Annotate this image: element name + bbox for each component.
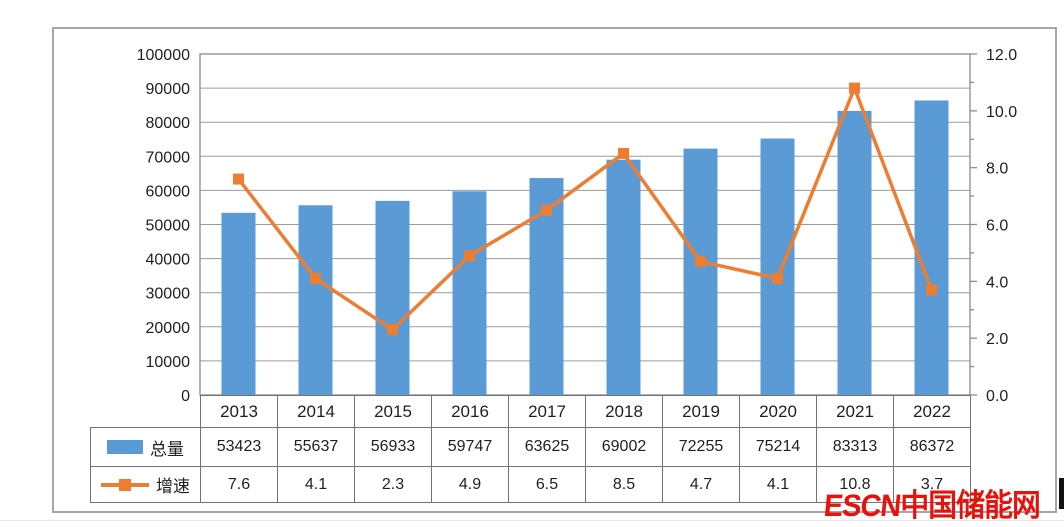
bar-2019 — [683, 148, 718, 395]
value-cell-growth-2016: 4.9 — [431, 466, 509, 503]
left-axis-tick-label: 0 — [181, 388, 190, 405]
value-cell-total-2013: 53423 — [200, 427, 278, 467]
line-marker-2015 — [387, 324, 398, 336]
legend-label: 增速 — [156, 477, 190, 496]
year-cell-2015: 2015 — [354, 395, 432, 428]
value-cell-total-2019: 72255 — [662, 427, 740, 467]
legend-cell-growth: 增速 — [90, 466, 201, 503]
line-marker-2016 — [464, 250, 475, 262]
bar-2022 — [914, 100, 949, 395]
left-axis-tick-label: 60000 — [146, 183, 191, 200]
bar-legend-icon — [107, 440, 143, 454]
value-cell-growth-2018: 8.5 — [585, 466, 663, 503]
right-axis-tick-label: 12.0 — [986, 47, 1017, 64]
value-cell-growth-2019: 4.7 — [662, 466, 740, 503]
value-cell-total-2016: 59747 — [431, 427, 509, 467]
watermark: ESCN中国储能网 — [822, 480, 1040, 525]
left-axis-tick-label: 30000 — [146, 286, 191, 303]
left-axis-tick-label: 40000 — [146, 252, 191, 269]
value-cell-growth-2014: 4.1 — [277, 466, 355, 503]
bar-2013 — [221, 212, 256, 395]
year-cell-2022: 2022 — [893, 395, 971, 428]
year-cell-2019: 2019 — [662, 395, 740, 428]
right-axis-tick-label: 10.0 — [986, 104, 1017, 121]
left-axis-tick-label: 80000 — [146, 115, 191, 132]
value-cell-growth-2020: 4.1 — [739, 466, 817, 503]
bar-2016 — [452, 191, 487, 395]
bar-2020 — [760, 138, 795, 395]
year-cell-2016: 2016 — [431, 395, 509, 428]
growth-line — [237, 86, 934, 332]
value-cell-total-2017: 63625 — [508, 427, 586, 467]
line-marker-2013 — [233, 173, 244, 185]
bar-2014 — [298, 205, 333, 395]
value-cell-total-2021: 83313 — [816, 427, 894, 467]
bar-2018 — [606, 159, 641, 395]
right-axis-tick-label: 4.0 — [986, 274, 1008, 291]
line-marker-2021 — [849, 82, 860, 94]
cursor-bar — [1059, 478, 1064, 509]
line-marker-2017 — [541, 204, 552, 216]
value-cell-growth-2017: 6.5 — [508, 466, 586, 503]
bottom-divider — [0, 520, 1064, 521]
left-axis-tick-label: 20000 — [146, 320, 191, 337]
line-legend-icon — [101, 478, 149, 492]
chart-panel: 0 10000 20000 30000 40000 50000 60000 70000 8000… — [52, 27, 1057, 523]
year-cell-2014: 2014 — [277, 395, 355, 428]
line-marker-2018 — [618, 147, 629, 159]
combo-chart: 0 10000 20000 30000 40000 50000 60000 70000 8000… — [137, 47, 1018, 405]
right-axis-tick-label: 6.0 — [986, 218, 1008, 235]
left-axis-tick-label: 50000 — [146, 218, 191, 235]
year-cell-2020: 2020 — [739, 395, 817, 428]
value-cell-growth-2015: 2.3 — [354, 466, 432, 503]
value-cell-growth-2013: 7.6 — [200, 466, 278, 503]
watermark-cjk-text: 中国储能网 — [900, 488, 1040, 523]
right-axis-tick-label: 2.0 — [986, 331, 1008, 348]
line-marker-2014 — [310, 272, 321, 284]
right-axis-tick-label: 0.0 — [986, 388, 1008, 405]
value-cell-total-2022: 86372 — [893, 427, 971, 467]
line-marker-2020 — [772, 272, 783, 284]
value-cell-total-2015: 56933 — [354, 427, 432, 467]
watermark-latin-text: ESCN — [822, 488, 903, 523]
left-axis-tick-label: 100000 — [137, 47, 190, 64]
value-cell-total-2014: 55637 — [277, 427, 355, 467]
value-cell-growth-2022: 3.7 — [893, 466, 971, 503]
legend-label: 总量 — [150, 439, 184, 459]
year-cell-2018: 2018 — [585, 395, 663, 428]
year-cell-2021: 2021 — [816, 395, 894, 428]
bar-2021 — [837, 110, 872, 395]
value-cell-total-2018: 69002 — [585, 427, 663, 467]
legend-cell-total: 总量 — [90, 427, 201, 467]
left-axis-tick-label: 70000 — [146, 149, 191, 166]
line-marker-2019 — [695, 255, 706, 267]
left-axis-tick-label: 10000 — [146, 354, 191, 371]
year-cell-2017: 2017 — [508, 395, 586, 428]
bar-2015 — [375, 200, 410, 395]
left-axis-tick-label: 90000 — [146, 81, 191, 98]
value-cell-total-2020: 75214 — [739, 427, 817, 467]
line-marker-2022 — [926, 284, 937, 296]
right-axis-tick-label: 8.0 — [986, 161, 1008, 178]
year-cell-2013: 2013 — [200, 395, 278, 428]
